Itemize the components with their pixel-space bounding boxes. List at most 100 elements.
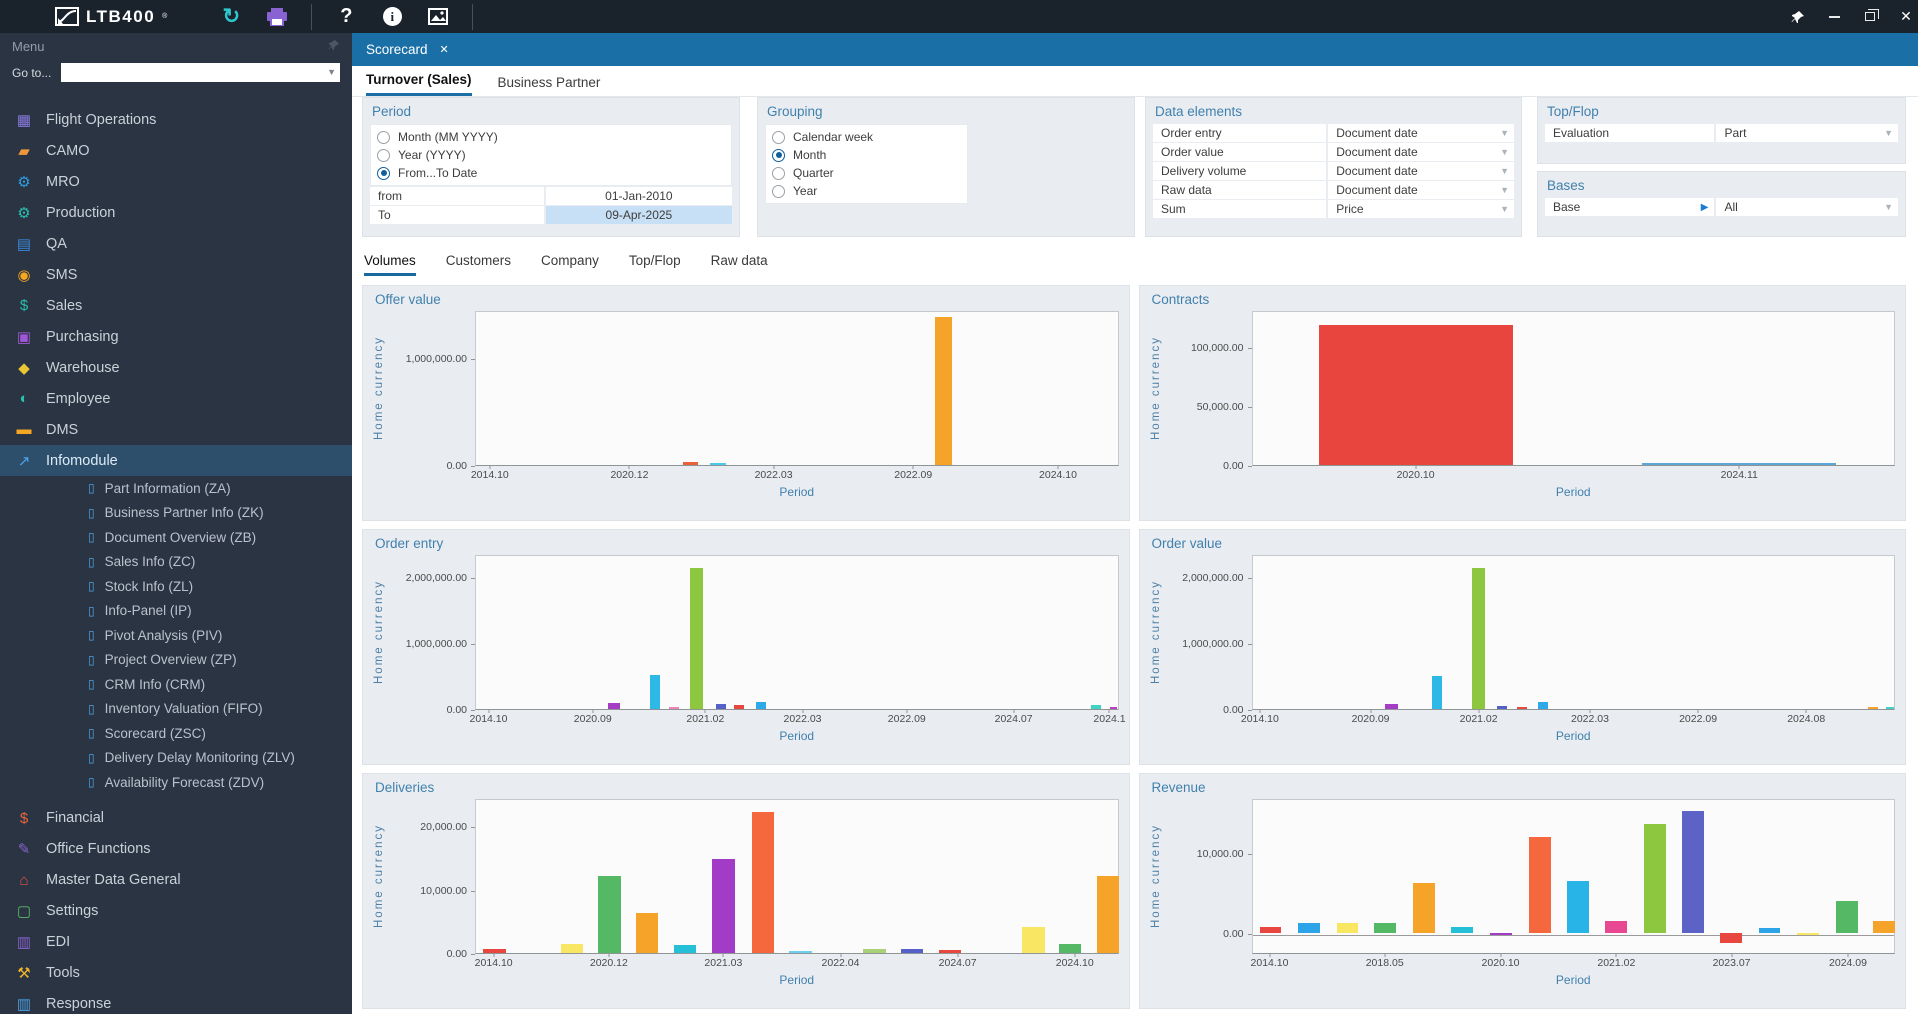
bar[interactable]	[863, 949, 886, 953]
bar[interactable]	[669, 707, 680, 709]
bar[interactable]	[710, 463, 726, 465]
bar[interactable]	[1537, 702, 1549, 709]
goto-input[interactable]: ▼	[61, 63, 340, 82]
bar[interactable]	[938, 949, 962, 953]
bar[interactable]	[715, 704, 727, 709]
bar[interactable]	[1336, 923, 1359, 934]
sidebar-item-production[interactable]: ⚙ Production	[0, 197, 352, 228]
grouping-option-calendar-week[interactable]: Calendar week	[772, 128, 961, 146]
sidebar-item-mro[interactable]: ⚙ MRO	[0, 166, 352, 197]
sidebar-subitem-stock-info-zl[interactable]: ▯ Stock Info (ZL)	[0, 574, 352, 599]
sidebar-subitem-project-overview-zp[interactable]: ▯ Project Overview (ZP)	[0, 648, 352, 673]
bar[interactable]	[900, 949, 924, 953]
sidebar-item-master-data-general[interactable]: ⌂ Master Data General	[0, 865, 352, 896]
bar[interactable]	[560, 943, 584, 953]
filter-value-raw-data[interactable]: Document date ▼	[1328, 181, 1514, 199]
bar[interactable]	[1605, 921, 1628, 934]
bar[interactable]	[1528, 837, 1551, 934]
bar[interactable]	[690, 567, 704, 709]
sidebar-item-flight-operations[interactable]: ▦ Flight Operations	[0, 104, 352, 135]
sidebar-item-sales[interactable]: $ Sales	[0, 290, 352, 321]
sidebar-item-office-functions[interactable]: ✎ Office Functions	[0, 834, 352, 865]
sidebar-subitem-delivery-delay-monitoring-zlv[interactable]: ▯ Delivery Delay Monitoring (ZLV)	[0, 746, 352, 771]
sidebar-subitem-document-overview-zb[interactable]: ▯ Document Overview (ZB)	[0, 525, 352, 550]
bar[interactable]	[1720, 933, 1742, 943]
bar[interactable]	[1412, 882, 1435, 934]
bar[interactable]	[1496, 705, 1508, 709]
sidebar-subitem-business-partner-info-zk[interactable]: ▯ Business Partner Info (ZK)	[0, 501, 352, 526]
bar[interactable]	[1385, 703, 1399, 709]
minimize-icon[interactable]	[1826, 9, 1842, 25]
bar[interactable]	[598, 876, 621, 953]
bar[interactable]	[1096, 876, 1120, 953]
bar[interactable]	[1886, 707, 1894, 709]
refresh-icon[interactable]: ↻	[222, 5, 241, 28]
bar[interactable]	[789, 951, 812, 953]
sidebar-item-edi[interactable]: ▥ EDI	[0, 927, 352, 958]
sidebar-subitem-scorecard-zsc[interactable]: ▯ Scorecard (ZSC)	[0, 721, 352, 746]
bar[interactable]	[636, 912, 659, 953]
bar[interactable]	[712, 859, 735, 953]
sidebar-item-financial[interactable]: $ Financial	[0, 803, 352, 834]
bar[interactable]	[673, 944, 697, 953]
period-option-year-yyyy[interactable]: Year (YYYY)	[377, 146, 725, 164]
sidebar-item-tools[interactable]: ⚒ Tools	[0, 958, 352, 989]
bar[interactable]	[1091, 705, 1102, 709]
filter-value-order-entry[interactable]: Document date ▼	[1328, 124, 1514, 142]
sidebar-subitem-availability-forecast-zdv[interactable]: ▯ Availability Forecast (ZDV)	[0, 770, 352, 795]
base-expand-icon[interactable]: ▶	[1700, 201, 1709, 213]
sidebar-item-camo[interactable]: ▰ CAMO	[0, 135, 352, 166]
sidebar-subitem-pivot-analysis-piv[interactable]: ▯ Pivot Analysis (PIV)	[0, 623, 352, 648]
close-icon[interactable]: ✕	[1900, 8, 1912, 24]
sidebar-subitem-part-information-za[interactable]: ▯ Part Information (ZA)	[0, 476, 352, 501]
filter-value-from[interactable]: 01-Jan-2010	[545, 187, 732, 205]
period-option-from-to-date[interactable]: From...To Date	[377, 164, 725, 182]
sidebar-item-sms[interactable]: ◉ SMS	[0, 259, 352, 290]
bar[interactable]	[1259, 927, 1282, 934]
view-tab-volumes[interactable]: Volumes	[364, 253, 416, 276]
menu-pin-icon[interactable]	[328, 39, 340, 54]
filter-value-delivery-volume[interactable]: Document date ▼	[1328, 162, 1514, 180]
sidebar-item-infomodule[interactable]: ↗ Infomodule	[0, 445, 352, 476]
subtab-turnover-sales[interactable]: Turnover (Sales)	[366, 72, 472, 96]
bar[interactable]	[1872, 921, 1895, 934]
sidebar-subitem-sales-info-zc[interactable]: ▯ Sales Info (ZC)	[0, 550, 352, 575]
bar[interactable]	[1516, 707, 1528, 709]
pin-icon[interactable]	[1790, 9, 1806, 25]
period-option-month-mm-yyyy[interactable]: Month (MM YYYY)	[377, 128, 725, 146]
filter-value-base[interactable]: All ▼	[1716, 198, 1898, 216]
bar[interactable]	[682, 461, 698, 465]
info-icon[interactable]: i	[380, 6, 404, 28]
view-tab-top-flop[interactable]: Top/Flop	[628, 253, 681, 268]
sidebar-item-employee[interactable]: ◐ Employee	[0, 383, 352, 414]
bar[interactable]	[1758, 928, 1781, 934]
view-tab-customers[interactable]: Customers	[445, 253, 512, 268]
bar[interactable]	[649, 675, 661, 709]
bar[interactable]	[1643, 824, 1666, 934]
grouping-option-month[interactable]: Month	[772, 146, 961, 164]
bar[interactable]	[1682, 810, 1705, 934]
bar[interactable]	[751, 811, 774, 953]
help-icon[interactable]: ?	[340, 5, 353, 27]
view-tab-company[interactable]: Company	[541, 253, 599, 268]
restore-icon[interactable]	[1862, 9, 1879, 25]
bar[interactable]	[1022, 927, 1045, 953]
printer-icon[interactable]	[265, 6, 289, 28]
filter-value-order-value[interactable]: Document date ▼	[1328, 143, 1514, 161]
filter-value-to[interactable]: 09-Apr-2025	[545, 206, 732, 224]
bar[interactable]	[1489, 933, 1512, 936]
filter-value-sum[interactable]: Price ▼	[1328, 200, 1514, 218]
bar[interactable]	[607, 703, 621, 709]
bar[interactable]	[755, 702, 766, 709]
sidebar-subitem-info-panel-ip[interactable]: ▯ Info-Panel (IP)	[0, 599, 352, 624]
bar[interactable]	[1109, 707, 1118, 709]
grouping-option-year[interactable]: Year	[772, 182, 961, 200]
bar[interactable]	[1432, 676, 1443, 709]
subtab-business-partner[interactable]: Business Partner	[497, 75, 601, 90]
bar[interactable]	[1318, 325, 1514, 465]
bar[interactable]	[934, 317, 953, 465]
bar[interactable]	[1641, 463, 1836, 465]
bar[interactable]	[1374, 922, 1397, 934]
bar[interactable]	[1867, 706, 1878, 709]
bar[interactable]	[1298, 922, 1320, 934]
